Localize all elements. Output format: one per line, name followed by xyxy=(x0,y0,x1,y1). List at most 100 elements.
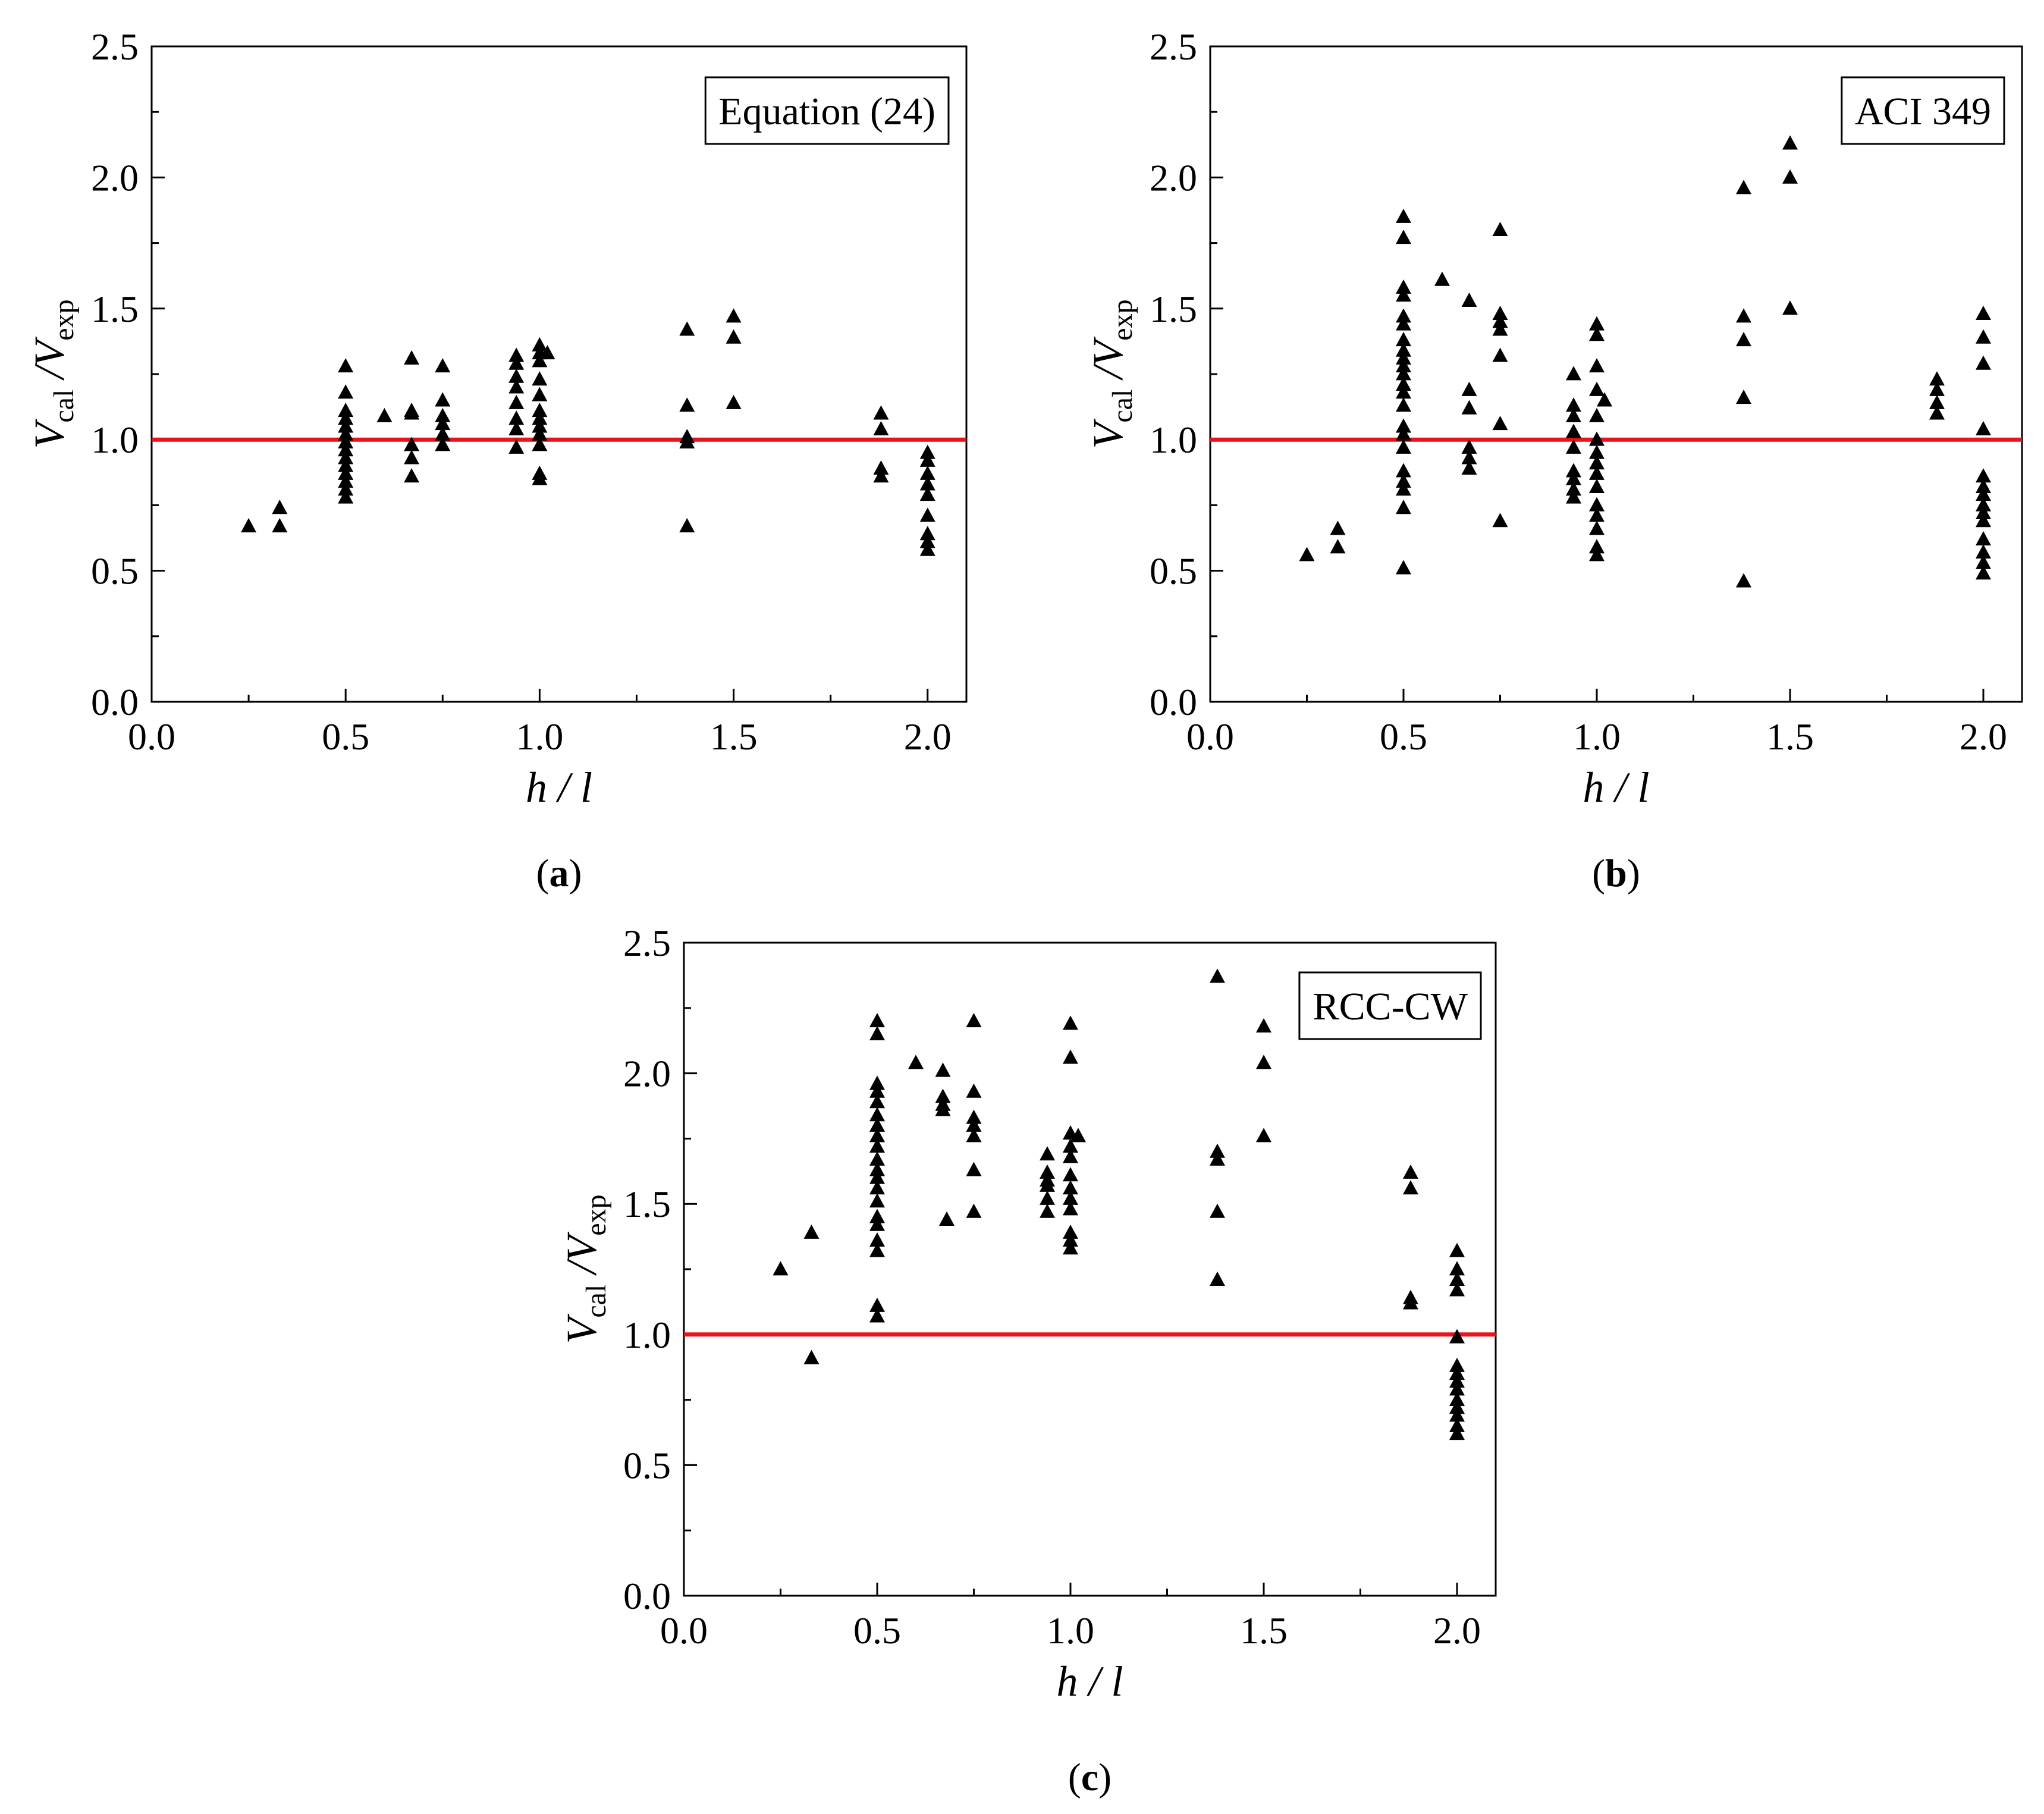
data-point xyxy=(679,397,695,412)
data-point xyxy=(532,353,548,368)
data-point xyxy=(1449,1366,1465,1380)
data-point xyxy=(1449,1407,1465,1422)
data-point xyxy=(919,507,935,522)
y-tick-label: 2.5 xyxy=(623,922,671,964)
y-axis-label: Vcal /Vexp xyxy=(558,1194,612,1344)
data-point xyxy=(435,437,451,451)
data-point xyxy=(1063,1167,1078,1182)
x-tick-label: 0.0 xyxy=(128,715,175,758)
data-point xyxy=(1492,305,1508,321)
data-point xyxy=(338,418,354,433)
data-point xyxy=(1396,230,1411,244)
data-point xyxy=(1566,463,1581,478)
data-point xyxy=(1461,439,1477,454)
data-point xyxy=(869,1075,885,1090)
data-point xyxy=(869,1151,885,1166)
data-point xyxy=(966,1128,982,1143)
data-point xyxy=(869,1138,885,1153)
data-point xyxy=(1566,481,1581,496)
caption-close: ) xyxy=(1098,1756,1112,1799)
data-point xyxy=(1063,1148,1078,1163)
data-point xyxy=(1492,416,1508,431)
data-point xyxy=(1063,1240,1078,1255)
data-point xyxy=(1070,1128,1086,1143)
y-tick-label: 2.0 xyxy=(1150,156,1197,199)
panel-caption: (a) xyxy=(536,852,582,895)
caption-letter: c xyxy=(1081,1756,1098,1799)
data-point xyxy=(1461,292,1477,307)
x-tick-label: 0.5 xyxy=(1380,715,1427,758)
data-point xyxy=(869,1232,885,1247)
data-point xyxy=(803,1349,820,1364)
data-point xyxy=(1396,481,1411,496)
data-point xyxy=(773,1261,789,1276)
y-tick-label: 2.0 xyxy=(91,156,139,199)
data-point xyxy=(679,429,695,444)
panel-a: 0.0 0.5 1.0 1.5 2.0 0.0 0.5 1.0 1.5 2.0 2.5 h / l Vc… xyxy=(26,26,968,895)
data-point xyxy=(919,541,935,556)
data-point xyxy=(1976,305,1991,321)
y-label-sub-exp: exp xyxy=(580,1194,612,1235)
data-point xyxy=(966,1013,982,1028)
data-point xyxy=(404,403,420,418)
data-point xyxy=(1566,423,1581,438)
x-tick-label: 2.0 xyxy=(904,715,952,758)
data-point xyxy=(869,1094,885,1109)
data-point xyxy=(873,460,889,475)
data-point xyxy=(1461,400,1477,415)
data-point xyxy=(1330,520,1346,535)
data-point xyxy=(919,476,935,491)
y-tick-label: 1.5 xyxy=(623,1183,671,1225)
data-point xyxy=(1396,426,1411,441)
data-point xyxy=(241,518,257,533)
data-point xyxy=(1403,1164,1418,1179)
data-point xyxy=(1256,1054,1271,1069)
data-point xyxy=(532,403,548,418)
data-point xyxy=(966,1083,982,1098)
data-point xyxy=(1063,1201,1078,1216)
data-point xyxy=(532,337,548,351)
y-tick-label: 0.0 xyxy=(91,681,139,723)
data-point xyxy=(1063,1049,1078,1064)
data-point xyxy=(1566,366,1581,381)
data-point xyxy=(539,345,555,360)
data-point xyxy=(435,407,451,422)
data-point xyxy=(873,420,889,435)
data-point xyxy=(1589,478,1605,493)
panel-b: 0.0 0.5 1.0 1.5 2.0 0.0 0.5 1.0 1.5 2.0 2.5 h / l Vc… xyxy=(1084,26,2023,895)
x-tick-label: 2.0 xyxy=(1433,1609,1481,1652)
data-point xyxy=(935,1062,951,1077)
data-point xyxy=(1589,381,1605,396)
data-point xyxy=(1396,376,1411,391)
data-point xyxy=(338,384,354,399)
data-point xyxy=(532,418,548,433)
series-label-box xyxy=(1841,76,2005,145)
data-point xyxy=(1396,358,1411,373)
series-label: ACI 349 xyxy=(1855,90,1991,133)
caption-close: ) xyxy=(569,852,582,895)
data-point xyxy=(803,1224,820,1239)
data-point xyxy=(1210,1203,1225,1218)
data-point xyxy=(1040,1146,1055,1161)
data-point xyxy=(338,457,354,472)
data-point xyxy=(1589,444,1605,459)
data-point xyxy=(508,355,525,370)
data-point xyxy=(532,387,548,401)
data-point xyxy=(1449,1329,1465,1344)
data-point xyxy=(1396,342,1411,357)
data-point xyxy=(1976,513,1991,528)
x-tick-label: 1.5 xyxy=(710,715,758,758)
data-point xyxy=(1589,431,1605,446)
data-point xyxy=(966,1117,982,1132)
caption-open: ( xyxy=(1068,1756,1081,1799)
data-point xyxy=(1299,547,1315,561)
data-point xyxy=(1736,180,1751,194)
data-point xyxy=(869,1107,885,1122)
data-point xyxy=(1449,1271,1465,1286)
data-point xyxy=(435,358,451,373)
data-point xyxy=(1210,1271,1225,1286)
y-label-sep: /V xyxy=(558,1232,605,1285)
panel-c: 0.0 0.5 1.0 1.5 2.0 0.0 0.5 1.0 1.5 2.0 2.5 h / l Vc… xyxy=(558,922,1497,1799)
data-point xyxy=(873,405,889,420)
data-point xyxy=(1589,407,1605,422)
